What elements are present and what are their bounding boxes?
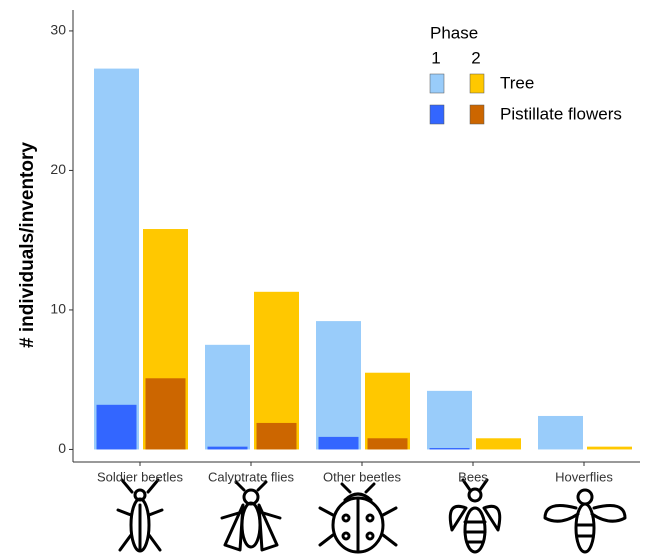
x-tick-label: Soldier beetles xyxy=(97,469,183,484)
legend-label: Tree xyxy=(500,73,534,92)
x-tick-label: Calyptrate flies xyxy=(208,469,294,484)
insect-icons xyxy=(116,478,627,554)
y-tick-label: 30 xyxy=(50,22,66,38)
fly-icon xyxy=(220,480,282,552)
y-tick-label: 0 xyxy=(58,440,66,456)
bar xyxy=(429,448,470,450)
y-tick-label: 10 xyxy=(50,301,66,317)
legend-swatch xyxy=(469,104,485,125)
bar xyxy=(205,344,250,450)
x-tick-label: Hoverflies xyxy=(555,469,613,484)
soldier-beetle-icon xyxy=(116,478,164,553)
bar xyxy=(367,438,408,450)
legend-swatch xyxy=(469,73,485,94)
bar xyxy=(538,415,583,450)
x-tick-label: Bees xyxy=(458,469,488,484)
bar xyxy=(256,422,297,450)
bar xyxy=(94,68,139,450)
y-tick-label: 20 xyxy=(50,161,66,177)
bar xyxy=(427,390,472,450)
legend-title: Phase xyxy=(430,23,478,42)
bee-icon xyxy=(448,478,502,554)
bar xyxy=(318,436,359,450)
bar xyxy=(587,446,632,450)
legend-swatch xyxy=(429,104,445,125)
bar xyxy=(145,378,186,450)
legend-swatch xyxy=(429,73,445,94)
beetle-icon xyxy=(318,482,398,554)
bar xyxy=(207,446,248,450)
legend-label: Pistillate flowers xyxy=(500,104,622,123)
y-axis-label: # individuals/inventory xyxy=(17,142,38,348)
bar xyxy=(316,321,361,450)
legend-phase: 2 xyxy=(471,48,480,67)
x-tick-label: Other beetles xyxy=(323,469,402,484)
hoverfly-icon xyxy=(543,488,627,554)
legend-phase: 1 xyxy=(431,48,440,67)
bar xyxy=(476,438,521,450)
bar xyxy=(96,404,137,450)
bar xyxy=(365,372,410,450)
